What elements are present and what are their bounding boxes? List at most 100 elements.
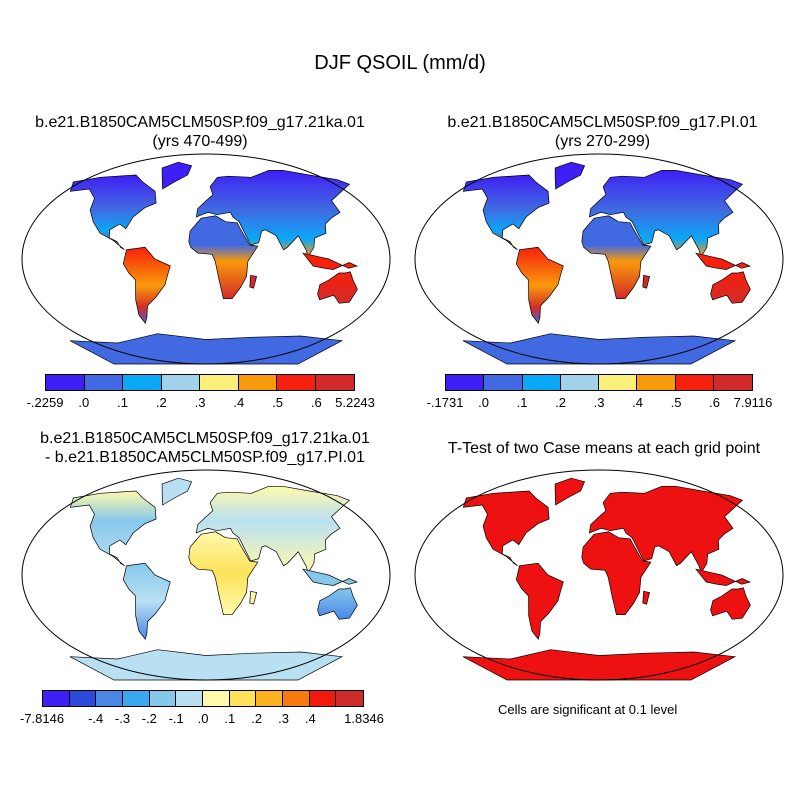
colorbar-tick-label: .1 — [224, 711, 236, 726]
significance-note: Cells are significant at 0.1 level — [498, 702, 678, 717]
colorbar-tick-label: .4 — [233, 395, 245, 410]
colorbar-swatch — [309, 691, 337, 706]
colorbar-swatch — [277, 375, 316, 390]
landmass-greenland — [161, 161, 193, 190]
landmass-australia — [317, 587, 358, 620]
colorbar-swatch — [484, 375, 523, 390]
colorbar-tick-label: -.1731 — [426, 395, 464, 410]
colorbar-panel-2 — [445, 374, 753, 391]
colorbar-tick-label: -.3 — [114, 711, 131, 726]
colorbar-swatch — [713, 375, 752, 390]
map-panel-4 — [414, 469, 784, 681]
colorbar-ticks-panel-3: -7.8146 -.4 -.3 -.2 -.1 .0 .1 .2 .3 .4 1.8346 — [20, 711, 384, 727]
landmass-south-america — [515, 562, 564, 640]
map-panel-3 — [21, 469, 391, 681]
panel-2-title: b.e21.B1850CAM5CLM50SP.f09_g17.PI.01 (yr… — [425, 113, 780, 151]
colorbar-swatch — [176, 691, 203, 706]
panel-1-title-line2: (yrs 470-499) — [152, 133, 248, 150]
landmass-north-america — [462, 174, 550, 251]
colorbar-tick-label: .5 — [670, 395, 682, 410]
colorbar-swatch — [446, 375, 485, 390]
colorbar-swatch — [560, 375, 599, 390]
map-panel-2 — [414, 153, 784, 365]
colorbar-panel-1 — [45, 374, 355, 391]
colorbar-tick-label: 1.8346 — [344, 711, 384, 726]
panel-2-title-line1: b.e21.B1850CAM5CLM50SP.f09_g17.PI.01 — [447, 114, 758, 131]
colorbar-tick-label: .0 — [197, 711, 209, 726]
landmass-south-america — [515, 246, 564, 324]
landmass-madagascar — [249, 274, 258, 289]
colorbar-swatch — [96, 691, 123, 706]
colorbar-tick-label: .4 — [632, 395, 643, 410]
landmass-north-america — [69, 490, 157, 567]
landmass-indonesia — [695, 252, 752, 270]
colorbar-tick-label: .3 — [278, 711, 289, 726]
colorbar-tick-label: .5 — [272, 395, 283, 410]
panel-1-title: b.e21.B1850CAM5CLM50SP.f09_g17.21ka.01 (… — [20, 113, 380, 151]
colorbar-panel-3 — [42, 690, 364, 707]
colorbar-tick-label: -7.8146 — [19, 711, 65, 726]
colorbar-swatch — [161, 375, 200, 390]
globe-outline — [21, 469, 391, 681]
landmass-africa — [581, 531, 652, 616]
colorbar-tick-label: -.2259 — [26, 395, 64, 410]
landmass-africa — [581, 215, 652, 300]
globe-outline — [414, 469, 784, 681]
map-panel-1 — [21, 153, 391, 365]
landmass-eurasia — [195, 485, 351, 574]
landmass-greenland — [554, 477, 586, 506]
landmass-madagascar — [249, 590, 258, 605]
colorbar-swatch — [43, 691, 70, 706]
colorbar-tick-label: .0 — [78, 395, 90, 410]
colorbar-tick-label: .2 — [155, 395, 167, 410]
colorbar-swatch — [123, 375, 162, 390]
colorbar-tick-label: .6 — [310, 395, 322, 410]
landmass-greenland — [161, 477, 193, 506]
landmass-australia — [317, 271, 358, 304]
colorbar-tick-label: .6 — [709, 395, 720, 410]
globe-outline — [21, 153, 391, 365]
colorbar-tick-label: .4 — [304, 711, 316, 726]
panel-1-title-line1: b.e21.B1850CAM5CLM50SP.f09_g17.21ka.01 — [35, 114, 365, 131]
colorbar-tick-label: 5.2243 — [335, 395, 375, 410]
colorbar-swatch — [637, 375, 676, 390]
landmass-australia — [710, 587, 751, 620]
landmass-greenland — [554, 161, 586, 190]
globe-outline — [414, 153, 784, 365]
landmass-africa — [188, 215, 259, 300]
landmass-indonesia — [695, 568, 752, 586]
colorbar-swatch — [149, 691, 177, 706]
landmass-eurasia — [588, 485, 744, 574]
colorbar-swatch — [336, 691, 363, 706]
landmass-eurasia — [588, 169, 744, 258]
landmass-indonesia — [302, 568, 359, 586]
colorbar-tick-label: .2 — [251, 711, 263, 726]
colorbar-swatch — [46, 375, 85, 390]
landmass-north-america — [69, 174, 157, 251]
colorbar-tick-label: 7.9116 — [733, 395, 773, 410]
colorbar-tick-label: .2 — [555, 395, 566, 410]
panel-2-title-line2: (yrs 270-299) — [554, 133, 651, 150]
colorbar-swatch — [122, 691, 150, 706]
landmass-south-america — [122, 562, 171, 640]
colorbar-swatch — [315, 375, 354, 390]
panel-4-title-line1: T-Test of two Case means at each grid po… — [447, 440, 761, 457]
landmass-north-america — [462, 490, 550, 567]
colorbar-swatch — [256, 691, 283, 706]
colorbar-swatch — [69, 691, 97, 706]
colorbar-swatch — [229, 691, 257, 706]
colorbar-tick-label: .0 — [478, 395, 489, 410]
panel-3-title-line1: b.e21.B1850CAM5CLM50SP.f09_g17.21ka.01 — [40, 430, 370, 447]
colorbar-swatch — [282, 691, 310, 706]
colorbar-swatch — [238, 375, 277, 390]
panel-4-title: T-Test of two Case means at each grid po… — [418, 439, 790, 458]
colorbar-ticks-panel-1: -.2259 .0 .1 .2 .3 .4 .5 .6 5.2243 — [27, 395, 375, 411]
colorbar-ticks-panel-2: -.1731 .0 .1 .2 .3 .4 .5 .6 7.9116 — [427, 395, 773, 411]
landmass-africa — [188, 531, 259, 616]
landmass-eurasia — [195, 169, 351, 258]
landmass-madagascar — [642, 590, 651, 605]
colorbar-tick-label: .1 — [516, 395, 528, 410]
colorbar-swatch — [202, 691, 230, 706]
colorbar-swatch — [675, 375, 714, 390]
colorbar-swatch — [200, 375, 239, 390]
